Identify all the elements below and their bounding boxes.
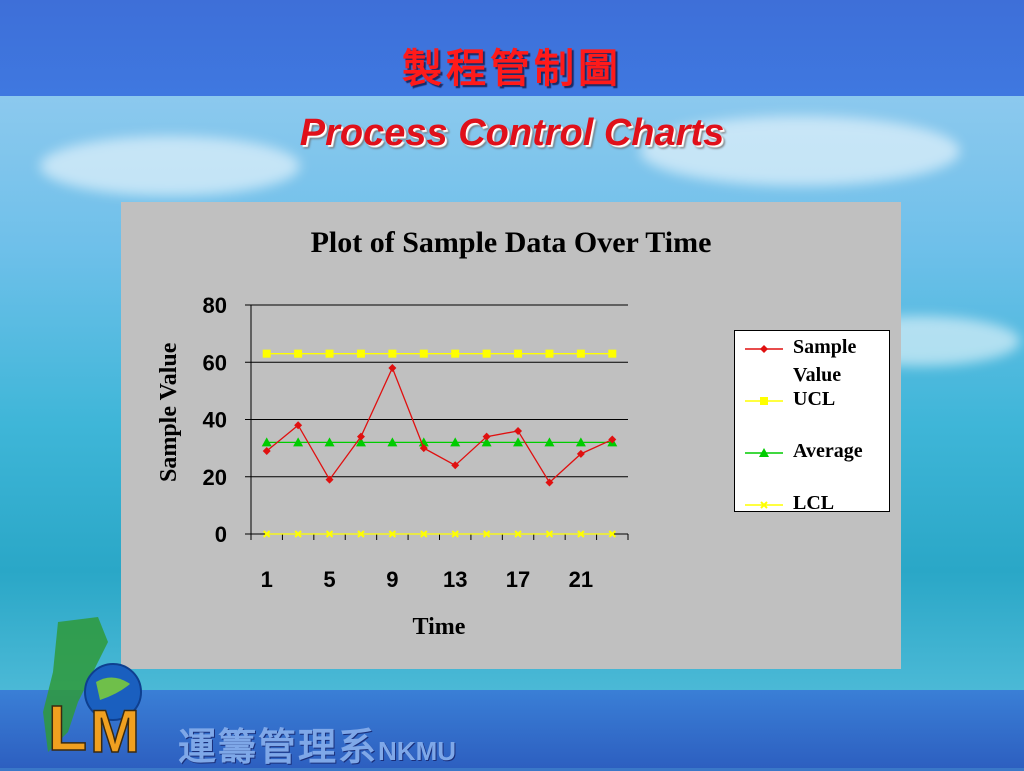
- data-point-ucl: [419, 349, 428, 358]
- data-point-lcl: [545, 530, 554, 538]
- legend-label: LCL: [793, 492, 835, 514]
- chart-legend: Sample Value UCL Average LCL: [734, 330, 890, 514]
- legend-item-sample-value: Sample Value: [743, 335, 889, 386]
- data-point-sample-value: [608, 435, 617, 444]
- legend-marker-square: [745, 397, 783, 405]
- data-point-sample-value: [388, 363, 397, 372]
- data-point-sample-value: [545, 478, 554, 487]
- data-point-lcl: [357, 530, 365, 538]
- data-point-sample-value: [576, 449, 585, 458]
- series-line-sample-value: [266, 366, 613, 484]
- y-tick-label: 40: [203, 408, 227, 433]
- data-point-sample-value: [419, 444, 428, 453]
- data-point-sample-value: [356, 432, 365, 441]
- department-name-english: NKMU: [378, 736, 457, 766]
- department-logo: L M: [38, 612, 168, 766]
- data-point-sample-value: [451, 461, 460, 470]
- data-point-average: [575, 437, 586, 447]
- data-point-lcl: [325, 530, 334, 538]
- slide-title-english: Process Control Charts: [299, 112, 725, 154]
- legend-label: Average: [793, 440, 863, 462]
- data-point-sample-value: [482, 432, 491, 441]
- legend-label: Sample Value: [793, 336, 857, 386]
- x-tick-label: 21: [569, 567, 593, 592]
- department-name-chinese: 運籌管理系: [178, 725, 379, 769]
- data-point-sample-value: [294, 421, 303, 430]
- data-point-lcl: [294, 530, 302, 538]
- y-tick-label: 60: [203, 350, 227, 375]
- data-point-average: [324, 437, 335, 447]
- legend-item-lcl: LCL: [743, 491, 889, 531]
- x-tick-label: 9: [386, 567, 398, 592]
- data-point-ucl: [388, 349, 397, 358]
- data-point-average: [418, 437, 429, 447]
- data-point-ucl: [451, 349, 460, 358]
- data-point-ucl: [356, 349, 365, 358]
- y-tick-label: 80: [203, 293, 227, 318]
- legend-item-ucl: UCL: [743, 387, 889, 427]
- data-point-ucl: [482, 349, 491, 358]
- y-tick-label: 0: [215, 522, 227, 547]
- svg-text:M: M: [90, 698, 140, 762]
- x-tick-label: 13: [443, 567, 467, 592]
- data-point-ucl: [514, 349, 523, 358]
- x-tick-label: 1: [261, 567, 273, 592]
- bottom-band: [0, 690, 1024, 768]
- y-axis-label: Sample Value: [156, 342, 182, 482]
- data-point-average: [355, 437, 366, 447]
- plot-area: 0 20 40 60 80 1 5 9 13 17 21: [203, 293, 629, 592]
- data-point-average: [450, 437, 461, 447]
- data-point-average: [481, 437, 492, 447]
- legend-marker-diamond: [745, 345, 783, 353]
- data-point-average: [293, 437, 304, 447]
- data-point-lcl: [514, 530, 522, 538]
- top-band: [0, 0, 1024, 96]
- x-axis-label: Time: [412, 614, 466, 640]
- department-name: 運籌管理系NKMU: [178, 716, 457, 769]
- data-point-ucl: [262, 349, 271, 358]
- chart-panel: Plot of Sample Data Over Time 0 20 40 60 80 1…: [121, 202, 901, 669]
- data-point-average: [261, 437, 272, 447]
- x-tick-label: 5: [323, 567, 335, 592]
- data-point-lcl: [577, 530, 585, 538]
- data-point-lcl: [388, 530, 397, 538]
- legend-marker-triangle: [745, 448, 783, 457]
- chart-title: Plot of Sample Data Over Time: [310, 226, 712, 259]
- data-point-average: [544, 437, 555, 447]
- data-point-average: [513, 437, 524, 447]
- svg-text:L: L: [48, 692, 87, 762]
- data-point-average: [387, 437, 398, 447]
- y-tick-label: 20: [203, 465, 227, 490]
- data-point-lcl: [451, 530, 459, 538]
- data-point-lcl: [263, 530, 271, 538]
- data-point-ucl: [608, 349, 617, 358]
- slide-title-chinese: 製程管制圖: [402, 46, 622, 92]
- data-point-lcl: [482, 530, 491, 538]
- legend-label: UCL: [793, 388, 836, 410]
- x-tick-label: 17: [506, 567, 530, 592]
- data-point-lcl: [420, 530, 428, 538]
- legend-item-average: Average: [743, 439, 889, 479]
- data-point-lcl: [608, 530, 616, 538]
- data-point-ucl: [576, 349, 585, 358]
- data-point-sample-value: [262, 446, 271, 455]
- data-point-sample-value: [514, 426, 523, 435]
- data-point-sample-value: [325, 475, 334, 484]
- data-point-ucl: [545, 349, 554, 358]
- data-point-ucl: [325, 349, 334, 358]
- legend-marker-x: [745, 501, 783, 509]
- data-point-ucl: [294, 349, 303, 358]
